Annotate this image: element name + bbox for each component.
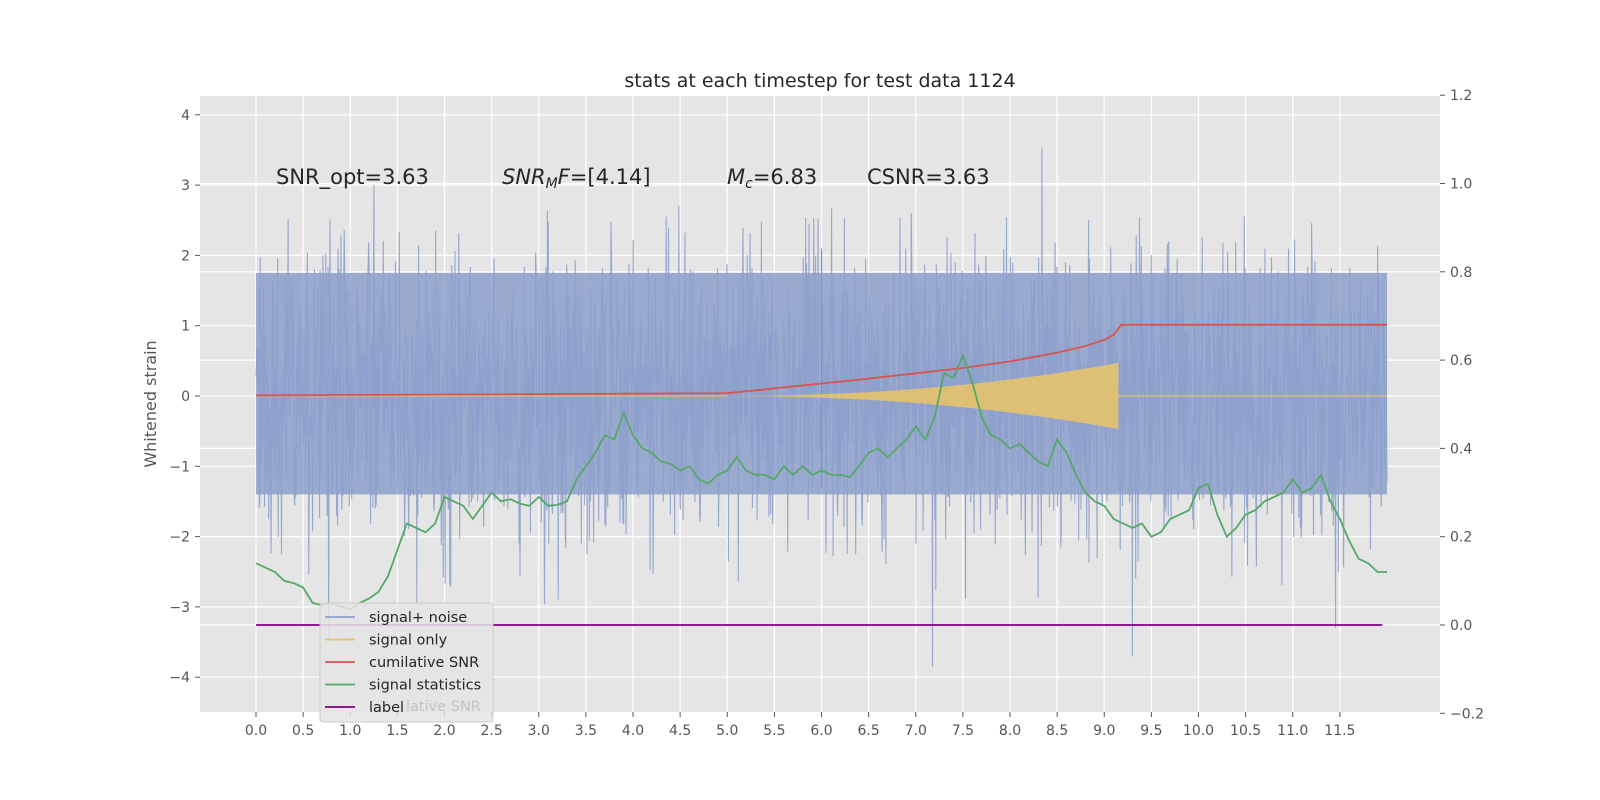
series-signal-only — [256, 363, 1387, 429]
y2-tick-label: 1.0 — [1450, 177, 1472, 193]
x-tick-label: 4.0 — [622, 723, 644, 739]
y2-tick-label: −0.2 — [1450, 706, 1484, 722]
x-tick-label: 3.0 — [528, 723, 550, 739]
y-tick-label: 3 — [181, 178, 190, 194]
y-tick-label: −4 — [169, 670, 190, 686]
x-tick-label: 1.0 — [339, 723, 361, 739]
x-tick-label: 4.5 — [669, 723, 691, 739]
chart-title: stats at each timestep for test data 112… — [624, 70, 1015, 92]
annotation-mc: Mc=6.83 — [727, 165, 817, 192]
x-tick-label: 8.5 — [1046, 723, 1068, 739]
y2-tick-label: 1.2 — [1450, 88, 1472, 104]
x-tick-label: 7.5 — [952, 723, 974, 739]
signal-only-chirp — [727, 363, 1119, 429]
annotation-snr-opt: SNR_opt=3.63 — [276, 165, 429, 190]
y-tick-label: 1 — [181, 319, 190, 335]
axes: 0.0 0.5 1.0 1.5 2.0 2.5 3.0 3.5 4.0 4.5 5.0 5.5 6.0 6… — [169, 88, 1484, 739]
x-tick-label: 8.0 — [999, 723, 1021, 739]
x-tick-label: 0.0 — [245, 723, 267, 739]
y-tick-label: 4 — [181, 108, 190, 124]
legend-box — [319, 602, 494, 723]
x-tick-label: 6.5 — [857, 723, 879, 739]
y-tick-label: −1 — [169, 459, 190, 475]
annotation-csnr: CSNR=3.63 — [867, 165, 990, 189]
x-tick-label: 11.5 — [1324, 723, 1355, 739]
x-tick-label: 2.5 — [480, 723, 502, 739]
legend-label: signal+ noise — [369, 610, 467, 626]
legend-faint-text: lative SNR — [406, 699, 481, 715]
series-line-cumilative-snr — [255, 323, 1387, 397]
y-tick-label: 0 — [181, 389, 190, 405]
series-line-signal-statistics — [255, 353, 1387, 611]
legend-label: signal statistics — [369, 678, 481, 694]
y-tick-label: −2 — [169, 530, 190, 546]
x-tick-label: 2.0 — [433, 723, 455, 739]
y-tick-label: −3 — [169, 600, 190, 616]
x-tick-label: 3.5 — [575, 723, 597, 739]
x-tick-label: 10.5 — [1230, 723, 1261, 739]
x-tick-label: 5.5 — [763, 723, 785, 739]
legend-label: label — [369, 700, 404, 716]
legend: lative SNR signal+ noise signal only cumila… — [319, 602, 494, 723]
y2-tick-label: 0.0 — [1450, 618, 1472, 634]
x-tick-label: 0.5 — [292, 723, 314, 739]
x-tick-label: 5.0 — [716, 723, 738, 739]
x-tick-label: 7.0 — [905, 723, 927, 739]
x-tick-label: 6.0 — [810, 723, 832, 739]
y-axis-label: Whitened strain — [141, 340, 160, 467]
x-tick-label: 9.5 — [1140, 723, 1162, 739]
y-tick-label: 2 — [181, 248, 190, 264]
annotation-snr-mf: SNRMF=[4.14] — [502, 165, 651, 192]
y2-tick-label: 0.2 — [1450, 530, 1472, 546]
y2-tick-label: 0.6 — [1450, 353, 1472, 369]
x-tick-label: 9.0 — [1093, 723, 1115, 739]
x-tick-label: 10.0 — [1183, 723, 1214, 739]
legend-label: cumilative SNR — [369, 655, 479, 671]
legend-label: signal only — [369, 633, 448, 649]
x-tick-label: 1.5 — [386, 723, 408, 739]
x-tick-label: 11.0 — [1277, 723, 1308, 739]
y2-tick-label: 0.8 — [1450, 265, 1472, 281]
y2-tick-label: 0.4 — [1450, 441, 1472, 457]
